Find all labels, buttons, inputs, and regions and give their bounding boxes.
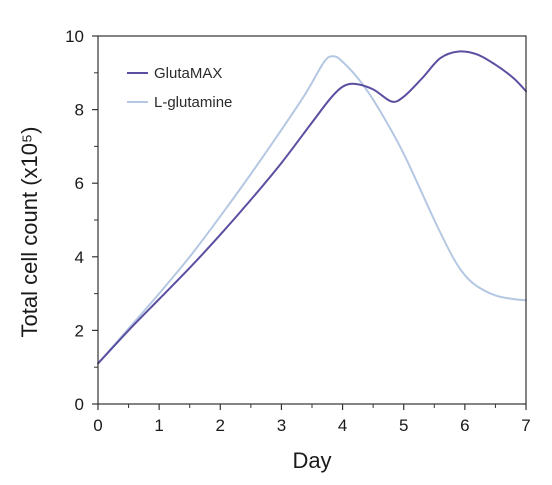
series-line-l-glutamine <box>97 55 527 365</box>
x-axis-title: Day <box>292 448 331 473</box>
x-tick-label: 6 <box>460 416 469 435</box>
legend-label-l-glutamine: L-glutamine <box>154 94 232 111</box>
x-tick-label: 7 <box>521 416 530 435</box>
y-axis-title: Total cell count (x10⁵) <box>17 127 42 338</box>
y-tick-label: 0 <box>75 395 84 414</box>
y-tick-label: 2 <box>75 321 84 340</box>
y-tick-label: 4 <box>75 248 84 267</box>
y-tick-label: 10 <box>65 27 84 46</box>
x-tick-label: 1 <box>154 416 163 435</box>
plot-frame <box>97 35 527 405</box>
plot-area <box>97 50 527 365</box>
x-tick-label: 2 <box>216 416 225 435</box>
axes: 0 1 2 3 4 5 6 7 0 2 4 6 8 10 Day Total cell count (x10⁵… <box>17 27 531 473</box>
x-tick-label: 0 <box>93 416 102 435</box>
legend: GlutaMAX L-glutamine <box>127 65 232 111</box>
y-tick-label: 8 <box>75 101 84 120</box>
x-tick-label: 3 <box>277 416 286 435</box>
x-tick-label: 4 <box>338 416 347 435</box>
x-tick-label: 5 <box>399 416 408 435</box>
series-line-glutamax <box>97 50 527 365</box>
y-tick-label: 6 <box>75 174 84 193</box>
legend-label-glutamax: GlutaMAX <box>154 65 222 82</box>
